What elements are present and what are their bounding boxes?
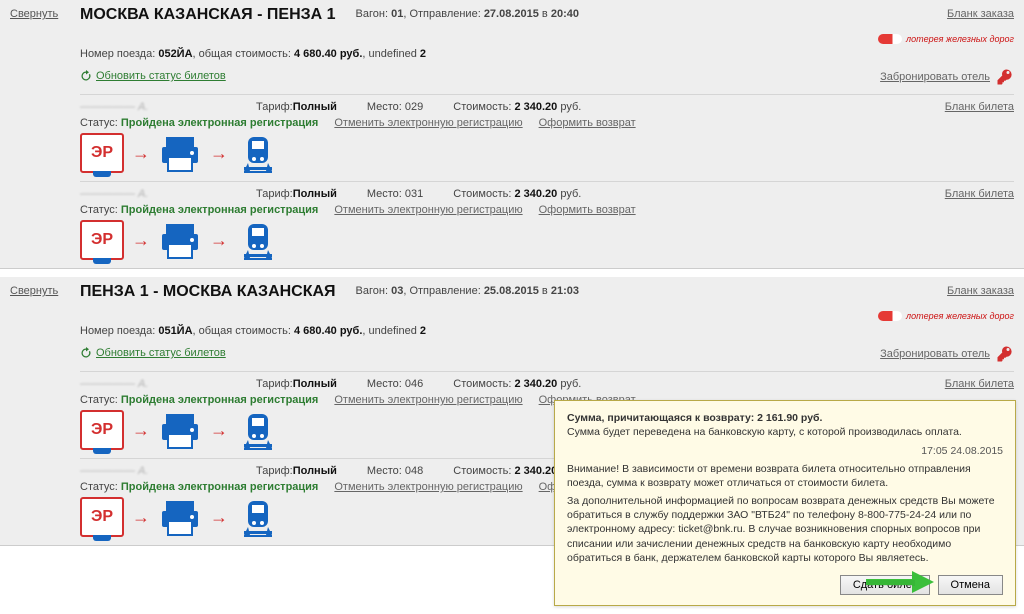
arrow-icon: → — [210, 420, 228, 441]
passenger-name: ————— А. — [80, 188, 240, 200]
arrow-icon: → — [132, 507, 150, 528]
arrow-icon: → — [132, 143, 150, 164]
status-text: Статус: Пройдена электронная регистрация — [80, 394, 318, 406]
ereg-icon: ЭР — [80, 410, 124, 450]
collapse-link[interactable]: Свернуть — [10, 8, 58, 20]
popup-line2: Внимание! В зависимости от времени возвр… — [567, 462, 1003, 490]
highlight-arrow — [864, 568, 934, 596]
lottery-logo: лотерея железных дорог — [834, 311, 1014, 321]
order-meta: Вагон: 03, Отправление: 25.08.2015 в 21:… — [356, 283, 834, 297]
refresh-icon — [80, 70, 92, 82]
route-title: ПЕНЗА 1 - МОСКВА КАЗАНСКАЯ — [80, 283, 336, 301]
seat-label: Место: 029 — [367, 101, 423, 113]
order-meta: Вагон: 01, Отправление: 27.08.2015 в 20:… — [356, 6, 834, 20]
refund-popup: Сумма, причитающаяся к возврату: 2 161.9… — [554, 400, 1016, 606]
key-icon — [996, 68, 1014, 86]
blank-order-link[interactable]: Бланк заказа — [947, 8, 1014, 20]
cancel-ereg-link[interactable]: Отменить электронную регистрацию — [334, 204, 522, 216]
train-info: Номер поезда: 052ЙА, общая стоимость: 4 … — [80, 48, 1014, 60]
seat-label: Место: 048 — [367, 465, 423, 477]
arrow-icon: → — [210, 230, 228, 251]
cost-label: Стоимость: 2 340.20 руб. — [453, 101, 581, 113]
arrow-icon: → — [132, 420, 150, 441]
book-hotel-link[interactable]: Забронировать отель — [880, 348, 990, 360]
lottery-logo: лотерея железных дорог — [834, 34, 1014, 44]
train-icon — [236, 497, 280, 537]
popup-line1: Сумма будет переведена на банковскую кар… — [567, 425, 1003, 439]
train-icon — [236, 220, 280, 260]
arrow-icon: → — [132, 230, 150, 251]
cancel-ereg-link[interactable]: Отменить электронную регистрацию — [334, 481, 522, 493]
printer-icon — [158, 497, 202, 537]
arrow-icon: → — [210, 507, 228, 528]
tariff-label: Тариф:Полный — [256, 101, 337, 113]
train-icon — [236, 133, 280, 173]
ticket-pictogram: ЭР → → — [80, 133, 1014, 173]
ticket-block: ————— А. Тариф:Полный Место: 029 Стоимос… — [80, 94, 1014, 173]
train-info: Номер поезда: 051ЙА, общая стоимость: 4 … — [80, 325, 1014, 337]
blank-ticket-link[interactable]: Бланк билета — [945, 188, 1014, 200]
tariff-label: Тариф:Полный — [256, 465, 337, 477]
cancel-ereg-link[interactable]: Отменить электронную регистрацию — [334, 394, 522, 406]
seat-label: Место: 046 — [367, 378, 423, 390]
cancel-refund-button[interactable]: Отмена — [938, 575, 1003, 595]
ereg-icon: ЭР — [80, 497, 124, 537]
train-icon — [236, 410, 280, 450]
status-text: Статус: Пройдена электронная регистрация — [80, 204, 318, 216]
refund-sum-line: Сумма, причитающаяся к возврату: 2 161.9… — [567, 411, 1003, 425]
order-block: Свернуть МОСКВА КАЗАНСКАЯ - ПЕНЗА 1 Ваго… — [0, 0, 1024, 269]
ereg-icon: ЭР — [80, 220, 124, 260]
ereg-icon: ЭР — [80, 133, 124, 173]
book-hotel-link[interactable]: Забронировать отель — [880, 71, 990, 83]
cancel-ereg-link[interactable]: Отменить электронную регистрацию — [334, 117, 522, 129]
passenger-name: ————— А. — [80, 465, 240, 477]
route-title: МОСКВА КАЗАНСКАЯ - ПЕНЗА 1 — [80, 6, 336, 24]
blank-order-link[interactable]: Бланк заказа — [947, 285, 1014, 297]
passenger-name: ————— А. — [80, 101, 240, 113]
tariff-label: Тариф:Полный — [256, 378, 337, 390]
ticket-block: ————— А. Тариф:Полный Место: 031 Стоимос… — [80, 181, 1014, 260]
printer-icon — [158, 410, 202, 450]
key-icon — [996, 345, 1014, 363]
ticket-pictogram: ЭР → → — [80, 220, 1014, 260]
seat-label: Место: 031 — [367, 188, 423, 200]
refund-link[interactable]: Оформить возврат — [539, 204, 636, 216]
cost-label: Стоимость: 2 340.20 руб. — [453, 188, 581, 200]
printer-icon — [158, 220, 202, 260]
collapse-link[interactable]: Свернуть — [10, 285, 58, 297]
tariff-label: Тариф:Полный — [256, 188, 337, 200]
refund-link[interactable]: Оформить возврат — [539, 117, 636, 129]
refresh-tickets-link[interactable]: Обновить статус билетов — [96, 347, 226, 359]
arrow-icon: → — [210, 143, 228, 164]
status-text: Статус: Пройдена электронная регистрация — [80, 481, 318, 493]
printer-icon — [158, 133, 202, 173]
passenger-name: ————— А. — [80, 378, 240, 390]
cost-label: Стоимость: 2 340.20 руб. — [453, 378, 581, 390]
status-text: Статус: Пройдена электронная регистрация — [80, 117, 318, 129]
popup-timestamp: 17:05 24.08.2015 — [567, 444, 1003, 458]
popup-line3: За дополнительной информацией по вопроса… — [567, 494, 1003, 565]
refresh-icon — [80, 347, 92, 359]
refresh-tickets-link[interactable]: Обновить статус билетов — [96, 70, 226, 82]
blank-ticket-link[interactable]: Бланк билета — [945, 378, 1014, 390]
blank-ticket-link[interactable]: Бланк билета — [945, 101, 1014, 113]
